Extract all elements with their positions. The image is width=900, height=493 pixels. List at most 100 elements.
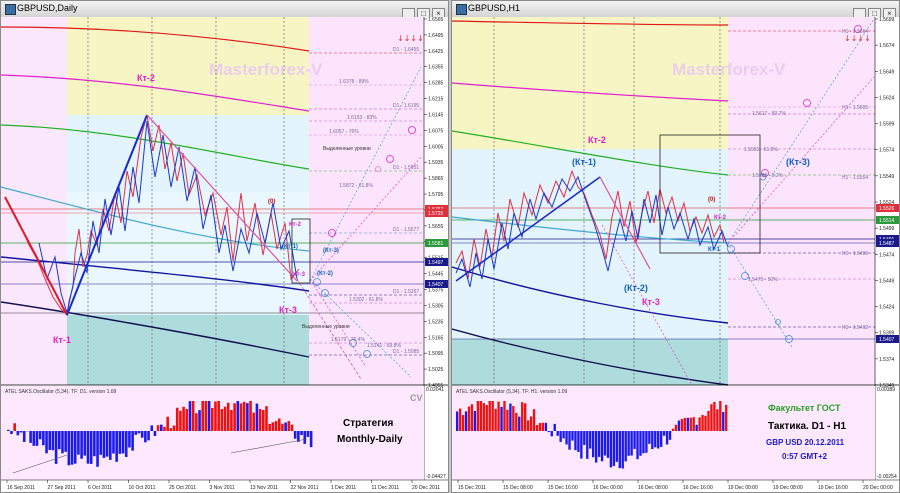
- date-tick: 16 Dec 08:00: [638, 485, 668, 491]
- oscillator-bar: [606, 431, 610, 458]
- oscillator-bar: [80, 431, 83, 459]
- price-tick: 1.5574: [879, 148, 895, 154]
- fib-label: 1.6057 - 76%: [329, 129, 359, 135]
- window-titlebar[interactable]: GBPUSD,Daily _ □ ×: [1, 1, 448, 20]
- teal-zone: [67, 315, 309, 385]
- oscillator-bar: [671, 428, 675, 431]
- label-kt2b: (Кт-2): [624, 283, 648, 293]
- date-tick: 20 Dec 2011: [412, 485, 440, 491]
- price-tick: 1.5935: [428, 160, 444, 166]
- price-tick: 1.5524: [879, 200, 895, 206]
- price-tick: 1.5449: [879, 278, 895, 284]
- window-title: GBPUSD,H1: [468, 3, 521, 13]
- oscillator-bar: [182, 406, 185, 431]
- oscillator-bar: [51, 431, 55, 451]
- price-flag: [425, 209, 448, 217]
- oscillator-bar: [290, 424, 294, 431]
- oscillator-bar: [223, 406, 227, 431]
- oscillator-bar: [544, 422, 548, 431]
- daily-chart-canvas[interactable]: Masterforex-V: [1, 17, 449, 493]
- price-flag: [876, 204, 899, 212]
- oscillator-bar: [277, 418, 281, 431]
- label-kt3-small2: Кт-3: [293, 272, 306, 278]
- oscillator-bar: [618, 431, 621, 469]
- date-tick: 16 Dec 00:00: [593, 485, 623, 491]
- osc-min: -0.00254: [877, 474, 897, 480]
- oscillator-bar: [701, 414, 704, 431]
- oscillator-bar: [589, 431, 592, 449]
- svg-text:↓↓↓↓: ↓↓↓↓: [397, 34, 424, 43]
- oscillator-bar: [258, 409, 262, 431]
- price-flag-text: 1.5497: [428, 260, 444, 266]
- price-tick: 1.5305: [428, 303, 444, 309]
- oscillator-bar: [651, 431, 654, 450]
- projection-circles: [727, 25, 862, 343]
- oscillator-bar: [538, 422, 542, 431]
- oscillator-bar: [163, 426, 166, 431]
- oscillator-bar: [153, 431, 157, 437]
- price-tick: 1.6215: [428, 97, 444, 103]
- price-flag: [876, 216, 899, 224]
- oscillator-bar: [464, 411, 468, 431]
- oscillator-bar: [93, 431, 96, 457]
- oscillator-bar: [83, 431, 87, 456]
- oscillator-bar: [695, 424, 698, 431]
- oscillator-bar: [562, 431, 565, 439]
- tactic-text: Тактика. D1 - H1: [768, 421, 846, 432]
- date-tick: 6 Oct 2011: [88, 485, 112, 491]
- chart-window-h1[interactable]: GBPUSD,H1 _ □ × Masterforex-V: [451, 0, 900, 493]
- oscillator-bar: [476, 401, 480, 431]
- window-titlebar[interactable]: GBPUSD,H1 _ □ ×: [452, 1, 899, 20]
- oscillator-bar: [470, 404, 474, 431]
- price-tick: 1.5499: [879, 226, 895, 232]
- trend-line-blue: [455, 176, 601, 282]
- price-tick: 1.5865: [428, 176, 444, 182]
- oscillator-bar: [134, 431, 138, 435]
- oscillator-bar: [309, 431, 313, 448]
- oscillator-bar: [16, 431, 20, 436]
- price-tick: 1.5599: [879, 122, 895, 128]
- fib-label: 1.5302 - 61.8%: [349, 297, 383, 303]
- price-tick: 1.6355: [428, 65, 444, 71]
- oscillator-bar: [13, 423, 16, 431]
- chart-window-daily[interactable]: GBPUSD,Daily _ □ × Masterforex-V: [0, 0, 449, 493]
- oscillator-bar: [680, 419, 684, 431]
- oscillator-bar: [583, 431, 586, 445]
- oscillator-bar: [710, 404, 713, 431]
- oscillator-bar: [630, 431, 633, 456]
- fib-label: 1.6378 - 89%: [339, 79, 369, 85]
- price-tick: 1.5649: [879, 69, 895, 75]
- price-zigzag-red: [455, 169, 725, 280]
- trend-line-pink: [599, 176, 651, 270]
- oscillator-bar: [268, 423, 271, 431]
- oscillator-bar: [603, 431, 607, 456]
- oscillator-bar: [265, 406, 268, 431]
- oscillator-bar: [42, 431, 45, 446]
- date-tick: 15 Dec 16:00: [548, 485, 578, 491]
- oscillator-bar: [704, 415, 707, 431]
- oscillator-bar: [657, 431, 660, 449]
- oscillator-bar: [592, 431, 595, 458]
- price-ticks: 1.5699 1.5674 1.5649 1.5624 1.5599 1.5574 1.55…: [875, 17, 895, 389]
- oscillator-bar: [128, 431, 131, 448]
- level-label: D1 - 1.6195: [393, 103, 419, 109]
- date-axis: 16 Sep 2011 27 Sep 2011 6 Oct 2011 16 Oct 2…: [6, 480, 440, 491]
- date-tick: 25 Oct 2011: [169, 485, 196, 491]
- price-flag-text: 1.5581: [428, 241, 444, 247]
- oscillator-bar: [668, 431, 672, 440]
- oscillator-bar: [532, 409, 536, 431]
- fib-label: 1.5475 - 50%: [748, 277, 778, 283]
- strategy-line1: Стратегия: [343, 418, 394, 429]
- oscillator-bar: [716, 409, 719, 431]
- price-tick: 1.6285: [428, 81, 444, 87]
- price-flag: [425, 239, 448, 247]
- oscillator-bar: [150, 425, 154, 431]
- date-tick: 3 Nov 2011: [210, 485, 235, 491]
- oscillator-bar: [609, 431, 613, 468]
- oscillator-bar: [233, 403, 236, 431]
- watermark: Masterforex-V: [672, 60, 786, 79]
- h1-chart-canvas[interactable]: Masterforex-V: [452, 17, 900, 493]
- oscillator-bar: [185, 409, 189, 431]
- oscillator-bar: [500, 406, 503, 431]
